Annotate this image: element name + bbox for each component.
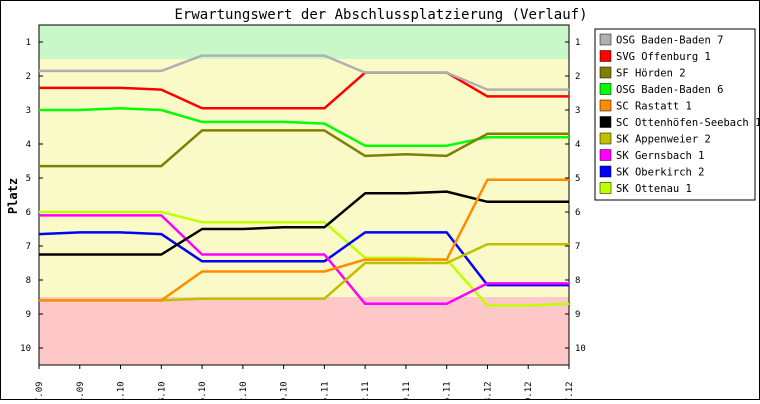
y-tick-label-right: 9 [575, 310, 580, 320]
legend-label: SVG Offenburg 1 [616, 51, 711, 63]
chart-title: Erwartungswert der Abschlussplatzierung … [174, 7, 587, 23]
y-tick-label-left: 9 [26, 310, 31, 320]
legend-label: SC Rastatt 1 [616, 101, 692, 113]
y-tick-label-left: 10 [20, 344, 31, 354]
legend-label: OSG Baden-Baden 6 [616, 84, 723, 96]
legend-label: SK Oberkirch 2 [616, 167, 705, 179]
x-tick-label: 24.09 [76, 381, 86, 399]
y-tick-label-right: 8 [575, 276, 580, 286]
band-0 [39, 25, 569, 59]
y-tick-label-right: 10 [575, 344, 586, 354]
legend-box [594, 28, 756, 201]
series-line-svg-offenburg-1 [39, 71, 569, 110]
legend-label: OSG Baden-Baden 7 [616, 35, 723, 47]
y-axis-label: Platz [6, 178, 20, 214]
x-tick-label: 03.12 [483, 381, 493, 399]
x-tick-label: 01.10 [117, 381, 127, 399]
legend-label: SF Hörden 2 [616, 68, 686, 80]
x-tick-label: 12.11 [361, 381, 371, 399]
plot-border [38, 24, 570, 366]
legend-swatch [599, 50, 612, 62]
series-line-sk-gernsbach-1 [39, 214, 569, 306]
y-tick-label-left: 5 [26, 174, 31, 184]
y-tick-label-left: 1 [26, 38, 31, 48]
x-tick-label: 17.12 [565, 381, 575, 399]
legend-label: SK Ottenau 1 [616, 183, 692, 195]
y-tick-label-left: 7 [26, 242, 31, 252]
series-line-sf-h-rden-2 [39, 129, 569, 168]
series-line-sc-rastatt-1 [39, 178, 569, 302]
x-tick-label: 17.09 [35, 381, 45, 399]
legend-swatch [599, 165, 612, 178]
legend-swatch [599, 149, 612, 161]
x-tick-label: 05.11 [320, 381, 330, 399]
legend-swatch [599, 132, 612, 145]
legend: OSG Baden-Baden 7 SVG Offenburg 1 SF Hörde… [594, 28, 760, 201]
y-tick-label-right: 1 [575, 38, 580, 48]
axes-layer: 1 1 2 2 3 3 4 4 5 5 6 6 7 7 8 8 9 9 10 10 17.09 24.09 01.10 08.… [20, 24, 586, 404]
y-tick-label-right: 7 [575, 242, 580, 252]
bands-layer [39, 25, 569, 365]
y-tick-label-left: 4 [26, 140, 31, 150]
legend-swatch [599, 33, 612, 46]
band-1 [39, 59, 569, 297]
y-tick-label-right: 2 [575, 72, 580, 82]
legend-label: SK Gernsbach 1 [616, 150, 705, 162]
legend-swatch [599, 83, 612, 95]
legend-swatch [599, 99, 612, 112]
series-line-sk-oberkirch-2 [38, 231, 569, 287]
band-2 [39, 297, 569, 365]
x-tick-label: 22.10 [239, 381, 249, 399]
legend-swatch [599, 66, 612, 79]
legend-swatch [599, 116, 612, 128]
x-tick-label: 15.10 [198, 381, 208, 399]
y-tick-label-left: 8 [26, 276, 31, 286]
y-tick-label-left: 6 [26, 208, 31, 218]
x-tick-label: 26.11 [443, 381, 453, 399]
series-line-sk-ottenau-1 [39, 210, 570, 307]
x-tick-label: 10.12 [524, 381, 534, 399]
y-tick-label-right: 3 [575, 106, 580, 116]
series-line-sc-ottenh-fen-seebach-1 [39, 190, 569, 256]
y-tick-label-right: 4 [575, 140, 580, 150]
x-tick-label: 29.10 [280, 381, 290, 399]
y-tick-label-right: 5 [575, 174, 580, 184]
y-tick-label-left: 2 [26, 72, 31, 82]
y-tick-label-left: 3 [26, 106, 31, 116]
legend-label: SC Ottenhöfen-Seebach 1 [616, 117, 759, 129]
legend-swatch [599, 182, 612, 194]
x-tick-label: 08.10 [157, 381, 167, 399]
series-line-osg-baden-baden-7 [39, 54, 569, 91]
legend-label: SK Appenweier 2 [616, 134, 711, 146]
y-tick-label-right: 6 [575, 208, 580, 218]
series-layer [38, 54, 570, 307]
x-tick-label: 19.11 [402, 381, 412, 399]
